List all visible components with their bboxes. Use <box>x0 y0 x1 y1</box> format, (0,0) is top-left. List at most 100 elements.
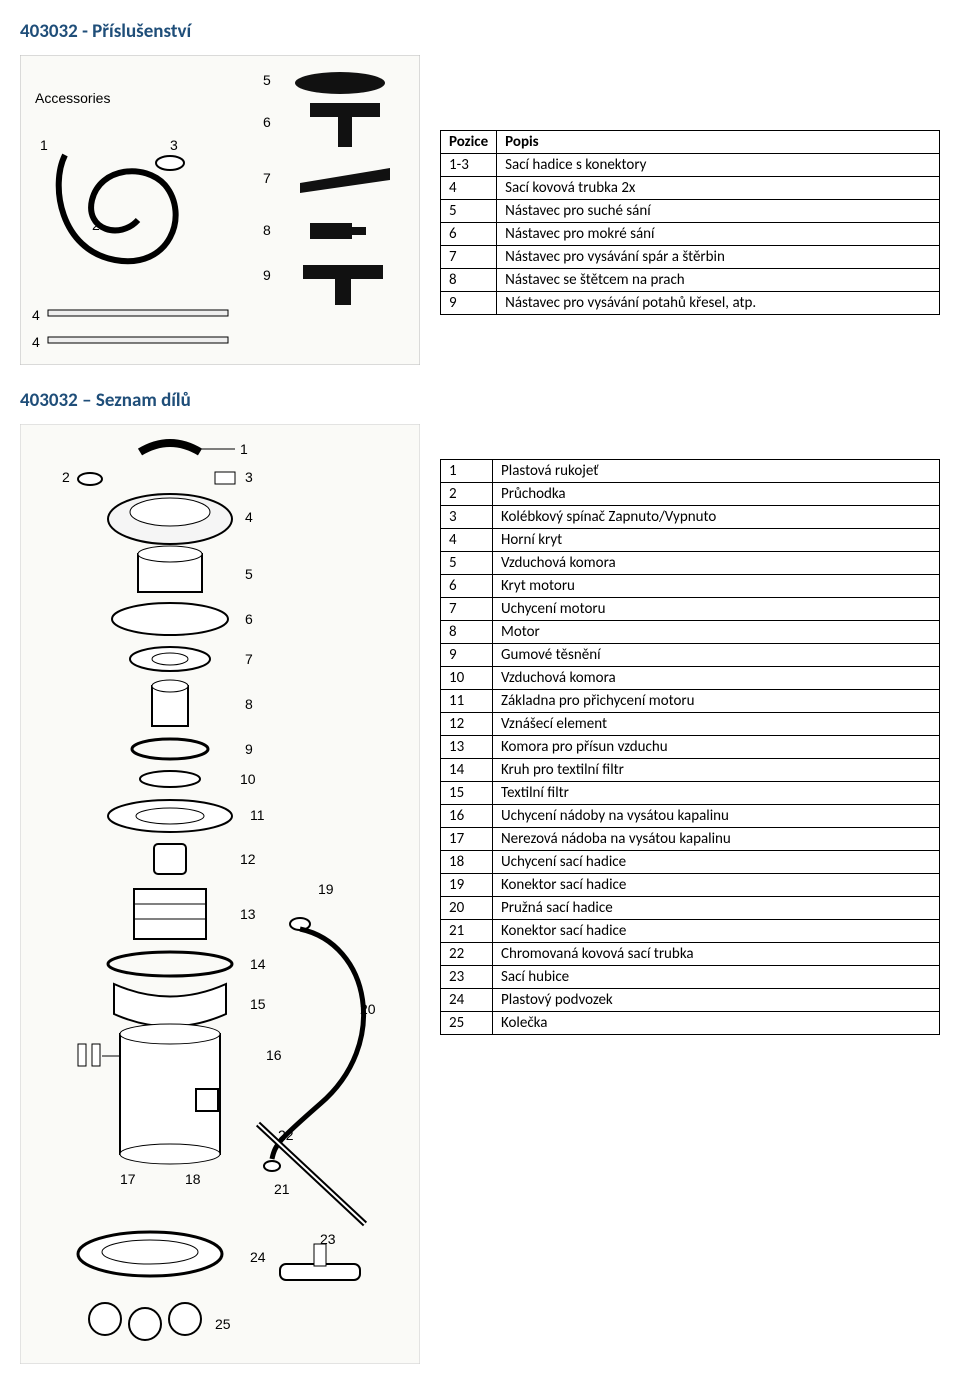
table-row: 6Kryt motoru <box>441 575 940 598</box>
svg-text:16: 16 <box>266 1047 282 1063</box>
cell-desc: Gumové těsnění <box>493 644 940 667</box>
cell-num: 14 <box>441 759 493 782</box>
svg-text:9: 9 <box>263 267 271 283</box>
table-header-popis: Popis <box>497 131 940 154</box>
cell-desc: Chromovaná kovová sací trubka <box>493 943 940 966</box>
svg-text:8: 8 <box>245 696 253 712</box>
svg-text:3: 3 <box>170 137 178 153</box>
cell-num: 9 <box>441 644 493 667</box>
cell-desc: Uchycení nádoby na vysátou kapalinu <box>493 805 940 828</box>
cell-pozice: 1-3 <box>441 154 497 177</box>
svg-text:10: 10 <box>240 771 256 787</box>
cell-num: 21 <box>441 920 493 943</box>
cell-num: 25 <box>441 1012 493 1035</box>
cell-num: 16 <box>441 805 493 828</box>
table-row: 4Horní kryt <box>441 529 940 552</box>
cell-pozice: 4 <box>441 177 497 200</box>
svg-text:4: 4 <box>32 307 40 323</box>
table-row: 6Nástavec pro mokré sání <box>441 223 940 246</box>
table-row: 1-3Sací hadice s konektory <box>441 154 940 177</box>
table-row: 14Kruh pro textilní filtr <box>441 759 940 782</box>
table-row: 4Sací kovová trubka 2x <box>441 177 940 200</box>
cell-num: 13 <box>441 736 493 759</box>
svg-text:23: 23 <box>320 1231 336 1247</box>
cell-desc: Textilní filtr <box>493 782 940 805</box>
svg-text:1: 1 <box>240 441 248 457</box>
parts-section: 1 2 3 4 5 6 7 8 <box>20 424 940 1364</box>
cell-desc: Sací hubice <box>493 966 940 989</box>
cell-num: 24 <box>441 989 493 1012</box>
svg-text:5: 5 <box>263 72 271 88</box>
svg-text:2: 2 <box>92 217 100 233</box>
cell-desc: Nerezová nádoba na vysátou kapalinu <box>493 828 940 851</box>
svg-text:21: 21 <box>274 1181 290 1197</box>
svg-text:1: 1 <box>40 137 48 153</box>
svg-text:4: 4 <box>245 509 253 525</box>
table-row: 11Základna pro přichycení motoru <box>441 690 940 713</box>
table-row: 7Nástavec pro vysávání spár a štěrbin <box>441 246 940 269</box>
cell-num: 22 <box>441 943 493 966</box>
cell-desc: Vzduchová komora <box>493 667 940 690</box>
cell-num: 18 <box>441 851 493 874</box>
accessories-diagram: Accessories 1 3 2 4 4 5 6 7 <box>20 55 420 365</box>
svg-text:15: 15 <box>250 996 266 1012</box>
cell-desc: Základna pro přichycení motoru <box>493 690 940 713</box>
svg-text:20: 20 <box>360 1001 376 1017</box>
svg-text:18: 18 <box>185 1171 201 1187</box>
svg-text:19: 19 <box>318 881 334 897</box>
cell-desc: Vzduchová komora <box>493 552 940 575</box>
table-row: 5Nástavec pro suché sání <box>441 200 940 223</box>
table-row: 2Průchodka <box>441 483 940 506</box>
table-row: 20Pružná sací hadice <box>441 897 940 920</box>
table-row: 17Nerezová nádoba na vysátou kapalinu <box>441 828 940 851</box>
table-row: 23Sací hubice <box>441 966 940 989</box>
table-row: 15Textilní filtr <box>441 782 940 805</box>
table-row: 16Uchycení nádoby na vysátou kapalinu <box>441 805 940 828</box>
cell-pozice: 6 <box>441 223 497 246</box>
table-row: 9Nástavec pro vysávání potahů křesel, at… <box>441 292 940 315</box>
svg-text:7: 7 <box>263 170 271 186</box>
cell-desc: Horní kryt <box>493 529 940 552</box>
table-row: 18Uchycení sací hadice <box>441 851 940 874</box>
svg-text:25: 25 <box>215 1316 231 1332</box>
table-row: 24Plastový podvozek <box>441 989 940 1012</box>
cell-pozice: 7 <box>441 246 497 269</box>
svg-text:22: 22 <box>278 1127 294 1143</box>
table-row: 9Gumové těsnění <box>441 644 940 667</box>
svg-text:3: 3 <box>245 469 253 485</box>
cell-desc: Kolébkový spínač Zapnuto/Vypnuto <box>493 506 940 529</box>
cell-num: 12 <box>441 713 493 736</box>
cell-desc: Konektor sací hadice <box>493 874 940 897</box>
cell-num: 19 <box>441 874 493 897</box>
cell-desc: Konektor sací hadice <box>493 920 940 943</box>
svg-text:7: 7 <box>245 651 253 667</box>
table-row: 3Kolébkový spínač Zapnuto/Vypnuto <box>441 506 940 529</box>
cell-popis: Nástavec pro suché sání <box>497 200 940 223</box>
cell-popis: Nástavec se štětcem na prach <box>497 269 940 292</box>
accessories-section: Accessories 1 3 2 4 4 5 6 7 <box>20 55 940 365</box>
cell-desc: Uchycení sací hadice <box>493 851 940 874</box>
svg-text:4: 4 <box>32 334 40 350</box>
cell-num: 23 <box>441 966 493 989</box>
svg-text:8: 8 <box>263 222 271 238</box>
table-row: 5Vzduchová komora <box>441 552 940 575</box>
cell-num: 15 <box>441 782 493 805</box>
cell-num: 10 <box>441 667 493 690</box>
cell-num: 3 <box>441 506 493 529</box>
table-row: 1Plastová rukojeť <box>441 460 940 483</box>
cell-desc: Kryt motoru <box>493 575 940 598</box>
svg-text:13: 13 <box>240 906 256 922</box>
svg-text:14: 14 <box>250 956 266 972</box>
table-row: 12Vznášecí element <box>441 713 940 736</box>
svg-text:12: 12 <box>240 851 256 867</box>
table-row: 10Vzduchová komora <box>441 667 940 690</box>
cell-desc: Komora pro přísun vzduchu <box>493 736 940 759</box>
accessories-table: Pozice Popis 1-3Sací hadice s konektory4… <box>440 130 940 315</box>
cell-popis: Sací hadice s konektory <box>497 154 940 177</box>
cell-pozice: 9 <box>441 292 497 315</box>
cell-desc: Průchodka <box>493 483 940 506</box>
svg-text:2: 2 <box>62 469 70 485</box>
cell-desc: Vznášecí element <box>493 713 940 736</box>
svg-text:17: 17 <box>120 1171 136 1187</box>
table-row: 19Konektor sací hadice <box>441 874 940 897</box>
